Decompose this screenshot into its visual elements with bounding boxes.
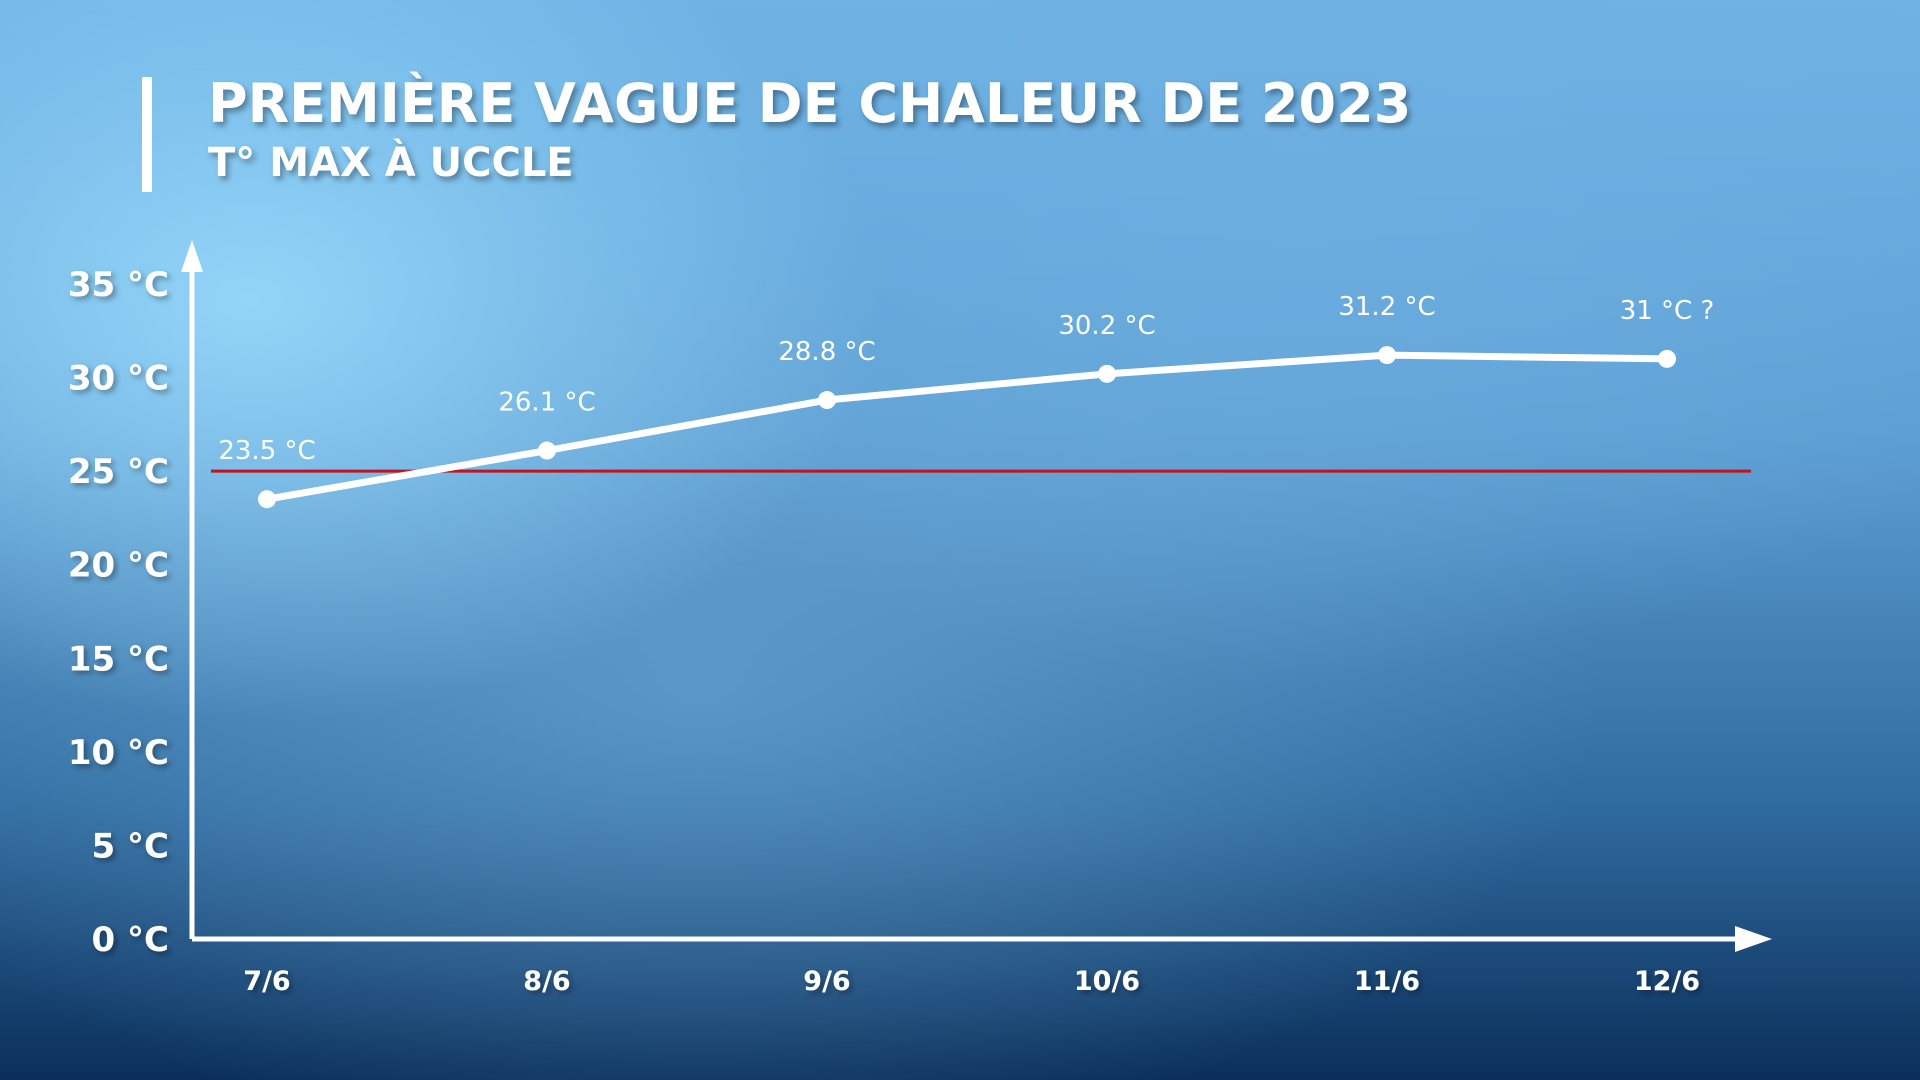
x-tick-label: 8/6 [523,966,570,997]
data-label: 31 °C ? [1620,296,1715,326]
chart-title: PREMIÈRE VAGUE DE CHALEUR DE 2023 [208,72,1412,135]
y-tick-label: 10 °C [68,733,169,773]
x-tick-label: 10/6 [1074,966,1140,997]
y-tick-label: 30 °C [68,359,169,399]
data-point [1378,346,1396,365]
data-point [1098,364,1116,383]
y-axis-arrow-icon [181,240,203,272]
data-label: 28.8 °C [778,337,875,367]
y-tick-label: 0 °C [92,920,169,960]
y-tick-label: 25 °C [68,452,169,492]
data-point [258,490,276,509]
data-label: 30.2 °C [1058,311,1155,341]
x-tick-label: 7/6 [243,966,290,997]
data-label: 23.5 °C [218,436,315,466]
data-point [1658,349,1676,368]
x-axis-arrow-icon [1735,926,1772,952]
data-label: 31.2 °C [1338,292,1435,322]
title-accent-bar [142,77,152,192]
series-line [266,351,1668,503]
x-tick-label: 9/6 [803,966,850,997]
chart-subtitle: T° MAX À UCCLE [208,140,574,186]
data-point [538,441,556,460]
x-tick-label: 11/6 [1354,966,1420,997]
data-label: 26.1 °C [498,388,595,418]
y-tick-label: 35 °C [68,265,169,305]
data-point [818,391,836,410]
x-tick-label: 12/6 [1634,966,1700,997]
y-tick-label: 5 °C [92,826,169,866]
y-tick-label: 15 °C [68,639,169,679]
y-tick-label: 20 °C [68,546,169,586]
